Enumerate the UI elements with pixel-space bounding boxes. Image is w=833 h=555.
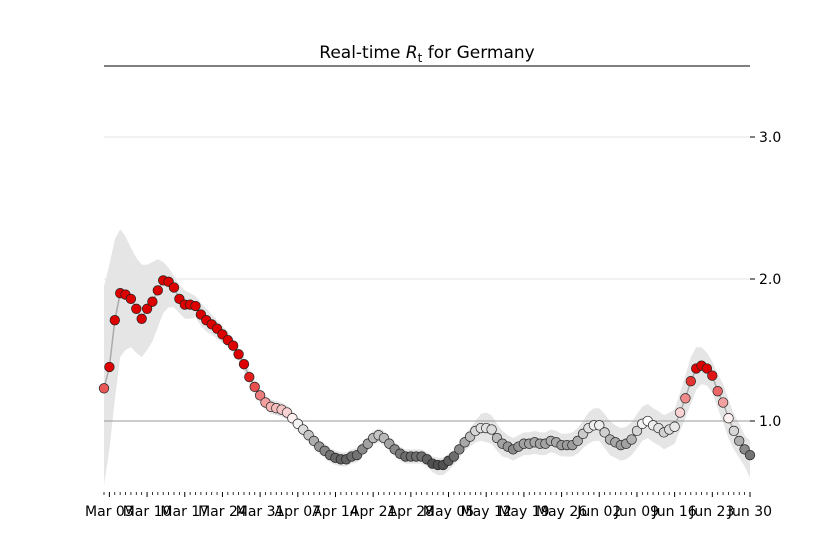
rt-point: [486, 424, 497, 435]
rt-point: [131, 303, 142, 314]
confidence-band: [104, 229, 750, 485]
rt-point: [572, 435, 583, 447]
x-tick-label: Apr 21: [350, 504, 396, 520]
x-tick-label: Apr 28: [388, 504, 434, 520]
y-tick-label: 3.0: [759, 130, 781, 146]
x-tick-label: Jun 16: [652, 504, 697, 520]
x-tick-label: Mar 31: [236, 504, 285, 520]
rt-points: [98, 275, 756, 471]
rt-point: [141, 303, 153, 314]
x-tick-label: Mar 03: [85, 504, 134, 520]
x-tick-label: Apr 14: [312, 504, 359, 520]
rt-point: [712, 386, 723, 397]
chart-title: Real-time Rt for Germany: [319, 43, 534, 65]
rt-point: [233, 349, 244, 360]
rt-point: [244, 371, 255, 383]
y-tick-label: 2.0: [759, 272, 781, 288]
rt-point: [136, 313, 147, 324]
x-tick-label: Apr 07: [275, 504, 321, 520]
x-tick-label: Mar 24: [198, 504, 247, 520]
y-axis: 1.0 2.0 3.0: [750, 130, 781, 430]
x-tick-label: May 26: [536, 504, 587, 520]
rt-point: [599, 427, 610, 438]
grid-lines: [104, 136, 750, 280]
x-tick-label: Mar 17: [160, 504, 209, 520]
rt-point: [701, 363, 713, 374]
rt-point: [685, 376, 696, 387]
rt-point: [228, 340, 239, 351]
x-tick-label: May 19: [498, 504, 549, 520]
rt-point: [190, 300, 201, 312]
x-tick-label: May 05: [423, 504, 474, 520]
rt-point: [249, 381, 260, 393]
rt-point: [152, 285, 163, 296]
y-tick-label: 1.0: [759, 414, 781, 430]
rt-point: [631, 425, 643, 437]
rt-point: [594, 420, 605, 431]
rt-point: [669, 421, 680, 432]
rt-point: [109, 315, 120, 326]
rt-point: [454, 444, 465, 455]
x-tick-label: Jun 09: [614, 504, 659, 520]
rt-point: [448, 451, 460, 462]
rt-point: [717, 397, 729, 408]
rt-point: [104, 361, 115, 373]
x-tick-label: Jun 23: [689, 504, 734, 520]
rt-point: [680, 393, 691, 404]
rt-point: [734, 435, 745, 447]
rt-point: [728, 425, 740, 437]
rt-point: [254, 390, 266, 401]
rt-point: [168, 282, 180, 293]
rt-point: [626, 434, 637, 445]
x-tick-label: Jun 02: [576, 504, 621, 520]
rt-point: [238, 359, 250, 370]
rt-point: [125, 293, 137, 305]
rt-point: [147, 296, 158, 307]
rt-point: [723, 413, 734, 424]
x-tick-label: Jun 30: [727, 504, 772, 520]
rt-point: [744, 449, 756, 461]
rt-point: [98, 383, 110, 394]
x-tick-label: May 12: [461, 504, 512, 520]
rt-point: [707, 370, 718, 381]
rt-point: [674, 407, 686, 418]
x-tick-label: Mar 10: [123, 504, 172, 520]
